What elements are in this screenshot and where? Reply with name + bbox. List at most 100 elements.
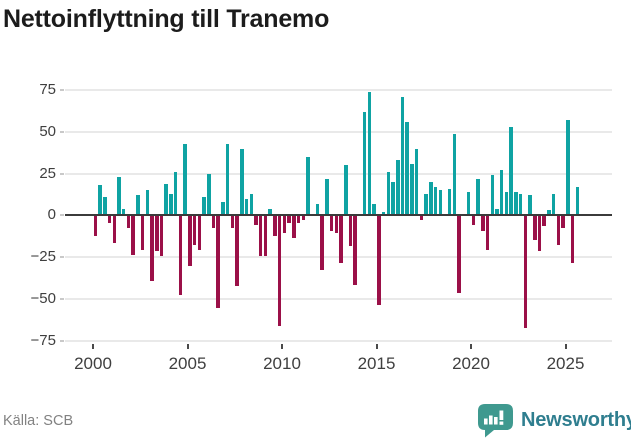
bar bbox=[514, 192, 518, 216]
bar bbox=[306, 157, 310, 216]
y-axis-label-75: 75 bbox=[39, 81, 56, 99]
bar bbox=[344, 165, 348, 216]
bar bbox=[433, 187, 438, 216]
bar bbox=[329, 215, 334, 232]
bar bbox=[377, 215, 381, 305]
bar bbox=[438, 190, 443, 216]
bar bbox=[249, 193, 254, 216]
bar bbox=[150, 215, 154, 282]
bar bbox=[424, 193, 428, 216]
bar bbox=[381, 212, 386, 216]
x-tick-mark-2020 bbox=[470, 343, 472, 349]
bar bbox=[528, 195, 532, 216]
bar bbox=[263, 215, 268, 257]
y-axis-label-0: 0 bbox=[47, 206, 56, 224]
bar bbox=[537, 215, 542, 252]
bar bbox=[471, 215, 476, 225]
bar bbox=[452, 133, 457, 216]
bar bbox=[570, 215, 575, 264]
bar bbox=[235, 215, 239, 287]
newsworthy-wordmark: Newsworthy bbox=[521, 409, 631, 431]
bar bbox=[523, 215, 528, 329]
zero-line bbox=[65, 214, 612, 217]
bar bbox=[202, 197, 206, 216]
bar bbox=[400, 96, 405, 216]
bar bbox=[292, 215, 296, 239]
bar bbox=[362, 111, 367, 216]
bar bbox=[121, 208, 126, 216]
bar bbox=[533, 215, 537, 240]
bar bbox=[277, 215, 282, 327]
x-axis-label-2000: 2000 bbox=[74, 353, 112, 373]
bar bbox=[495, 208, 499, 216]
bar bbox=[207, 173, 211, 216]
bar bbox=[348, 215, 353, 247]
bar bbox=[410, 163, 414, 216]
bar bbox=[315, 203, 320, 216]
bar bbox=[136, 195, 140, 216]
bar bbox=[221, 202, 225, 216]
bar bbox=[575, 187, 580, 216]
gridline-75 bbox=[65, 89, 612, 92]
bar bbox=[268, 208, 272, 216]
y-axis-label-25: 25 bbox=[39, 164, 56, 182]
bar bbox=[367, 91, 372, 216]
newsworthy-bubble-chart-icon bbox=[478, 404, 513, 438]
bar bbox=[197, 215, 202, 250]
bar bbox=[107, 215, 112, 224]
bar bbox=[258, 215, 263, 257]
x-tick-mark-2005 bbox=[186, 343, 189, 349]
bar bbox=[566, 120, 570, 216]
bar bbox=[93, 215, 98, 237]
y-tick-mark bbox=[60, 89, 64, 92]
bar bbox=[188, 215, 192, 267]
bar bbox=[159, 215, 164, 257]
bar bbox=[504, 192, 509, 216]
bar bbox=[192, 215, 197, 245]
y-tick-mark bbox=[60, 297, 64, 300]
bar bbox=[414, 148, 419, 216]
bar bbox=[542, 215, 546, 227]
y-tick-mark bbox=[60, 172, 64, 175]
bar bbox=[301, 215, 305, 220]
bar bbox=[547, 210, 551, 216]
bar bbox=[509, 126, 513, 216]
bar bbox=[405, 121, 409, 216]
bar bbox=[561, 215, 565, 229]
bar bbox=[386, 172, 391, 216]
gridline-50 bbox=[65, 131, 612, 133]
y-axis-label--50: −50 bbox=[30, 289, 56, 307]
x-tick-mark-2025 bbox=[564, 343, 567, 349]
bar bbox=[556, 215, 561, 245]
source-caption: Källa: SCB bbox=[3, 413, 74, 429]
bar bbox=[244, 198, 249, 216]
bar bbox=[240, 148, 244, 216]
bar bbox=[230, 215, 235, 229]
y-axis-label--75: −75 bbox=[30, 331, 56, 349]
bar bbox=[225, 143, 230, 216]
bar bbox=[216, 215, 220, 309]
bar bbox=[372, 203, 376, 216]
x-axis-label-2005: 2005 bbox=[168, 353, 207, 373]
bar bbox=[339, 215, 343, 264]
bar bbox=[325, 178, 329, 216]
y-tick-mark bbox=[60, 214, 64, 217]
bar bbox=[145, 190, 150, 216]
y-tick-mark bbox=[60, 131, 64, 133]
bar bbox=[98, 185, 102, 216]
bar bbox=[155, 215, 159, 252]
y-tick-mark bbox=[60, 339, 64, 342]
bar bbox=[485, 215, 490, 250]
bar bbox=[419, 215, 424, 220]
bar bbox=[183, 143, 187, 216]
x-axis-label-2020: 2020 bbox=[452, 353, 490, 373]
gridline--50 bbox=[65, 297, 612, 300]
x-tick-mark-2010 bbox=[281, 343, 283, 349]
gridline-25 bbox=[65, 172, 612, 175]
bar bbox=[429, 182, 433, 216]
newsworthy-logo[interactable]: Newsworthy bbox=[477, 403, 631, 438]
bar bbox=[334, 215, 339, 234]
bar bbox=[273, 215, 277, 237]
bar bbox=[173, 172, 178, 216]
x-axis-label-2010: 2010 bbox=[263, 353, 301, 373]
